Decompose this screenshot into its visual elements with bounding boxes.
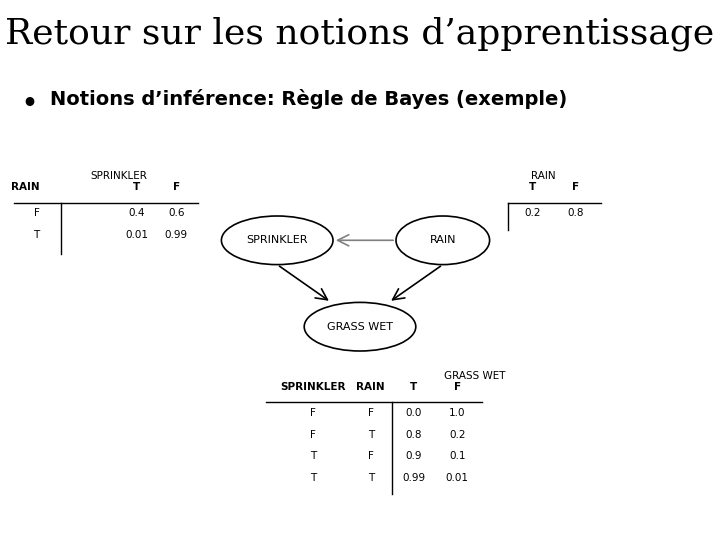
Text: F: F	[34, 208, 40, 218]
Text: GRASS WET: GRASS WET	[444, 370, 506, 381]
Text: T: T	[310, 451, 316, 461]
Text: F: F	[310, 430, 316, 440]
Text: 0.99: 0.99	[165, 230, 188, 240]
Text: T: T	[33, 230, 40, 240]
Text: F: F	[310, 408, 316, 418]
Text: 0.01: 0.01	[446, 473, 469, 483]
Text: 0.0: 0.0	[406, 408, 422, 418]
Text: T: T	[368, 430, 374, 440]
Text: SPRINKLER: SPRINKLER	[91, 171, 147, 181]
Text: •: •	[22, 92, 37, 116]
Text: T: T	[410, 381, 418, 391]
Text: T: T	[310, 473, 316, 483]
Text: T: T	[529, 181, 536, 192]
Text: F: F	[368, 408, 374, 418]
Text: F: F	[368, 451, 374, 461]
Text: 0.8: 0.8	[406, 430, 422, 440]
Text: T: T	[133, 181, 140, 192]
Text: RAIN: RAIN	[430, 235, 456, 245]
Text: 0.6: 0.6	[168, 208, 184, 218]
Text: RAIN: RAIN	[531, 171, 556, 181]
Text: 0.9: 0.9	[406, 451, 422, 461]
Text: F: F	[572, 181, 580, 192]
Text: F: F	[454, 381, 461, 391]
Text: 0.8: 0.8	[568, 208, 584, 218]
Text: 0.99: 0.99	[402, 473, 426, 483]
Text: 1.0: 1.0	[449, 408, 465, 418]
Text: 0.4: 0.4	[129, 208, 145, 218]
Text: 0.2: 0.2	[449, 430, 465, 440]
Text: 0.01: 0.01	[125, 230, 148, 240]
Text: Retour sur les notions d’apprentissage: Retour sur les notions d’apprentissage	[5, 16, 715, 51]
Text: F: F	[173, 181, 180, 192]
Text: RAIN: RAIN	[356, 381, 385, 391]
Text: RAIN: RAIN	[11, 181, 40, 192]
Text: 0.2: 0.2	[525, 208, 541, 218]
Text: SPRINKLER: SPRINKLER	[246, 235, 308, 245]
Text: GRASS WET: GRASS WET	[327, 322, 393, 332]
Text: Notions d’inférence: Règle de Bayes (exemple): Notions d’inférence: Règle de Bayes (exe…	[50, 89, 567, 109]
Text: 0.1: 0.1	[449, 451, 465, 461]
Text: T: T	[368, 473, 374, 483]
Text: SPRINKLER: SPRINKLER	[281, 381, 346, 391]
